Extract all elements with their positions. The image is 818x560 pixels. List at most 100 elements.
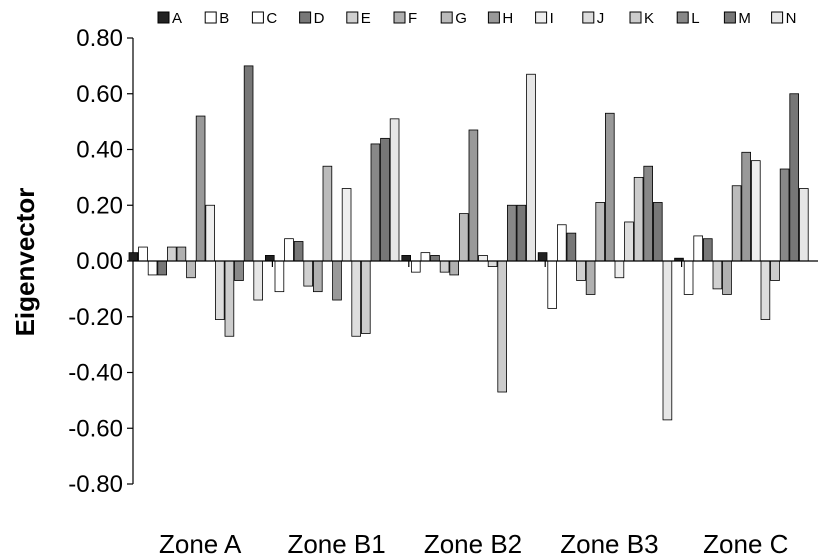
bar-j-zone-c: [760, 260, 771, 320]
bar-h-zone-c: [741, 151, 751, 262]
bar-e-zone-a: [166, 246, 177, 262]
bar-h-zone-b1: [332, 260, 342, 301]
y-tick-label: 0.40: [76, 137, 123, 164]
bar-d-zone-a: [157, 260, 168, 276]
x-axis: Zone A Zone B1 Zone B2 Zone B3 Zone C: [133, 260, 818, 559]
legend-label-n: N: [786, 10, 797, 27]
bar-k-zone-b3: [633, 176, 644, 262]
legend-swatch-k: [629, 11, 642, 24]
bar-n-zone-b1: [389, 118, 400, 262]
y-axis: 0.80 0.60 0.40 0.20 0.00 -0.20 -0.40 -0.60 -0.80: [68, 25, 134, 498]
legend-label-c: C: [266, 10, 277, 27]
y-tick-label: 0.80: [76, 25, 123, 52]
bar-i-zone-b3: [614, 260, 625, 279]
legend-swatch-m: [723, 11, 736, 24]
bar-c-zone-a: [147, 260, 158, 276]
legend-swatch-a: [157, 11, 170, 24]
bar-m-zone-a: [243, 65, 254, 262]
bar-i-zone-a: [205, 204, 216, 262]
legend-swatch-n: [771, 11, 784, 24]
bar-d-zone-b1: [293, 241, 304, 262]
legend-swatch-e: [346, 11, 359, 24]
bar-b-zone-b3: [547, 260, 557, 309]
bar-f-zone-c: [722, 260, 732, 295]
legend-label-k: K: [644, 10, 654, 27]
bar-c-zone-b1: [284, 238, 294, 262]
legend-label-a: A: [172, 10, 182, 27]
bar-a-zone-a: [128, 252, 139, 262]
bar-k-zone-c: [770, 260, 780, 281]
legend-label-i: I: [550, 10, 554, 27]
bar-e-zone-b2: [439, 260, 450, 273]
bar-d-zone-b3: [566, 232, 577, 262]
y-tick-label: 0.20: [76, 192, 123, 219]
bar-g-zone-b1: [322, 165, 333, 262]
y-tick-label: -0.80: [68, 471, 123, 498]
bar-i-zone-b1: [341, 188, 352, 262]
legend-swatch-j: [582, 11, 595, 24]
bar-f-zone-b1: [312, 260, 323, 293]
legend-swatch-d: [299, 11, 312, 24]
bar-m-zone-b3: [653, 202, 663, 262]
legend-label-e: E: [361, 10, 371, 27]
legend-swatch-g: [440, 11, 453, 24]
bar-l-zone-b2: [506, 204, 517, 262]
bar-b-zone-b2: [410, 260, 421, 273]
legend-swatch-i: [535, 11, 548, 24]
bar-b-zone-a: [138, 246, 148, 262]
bar-h-zone-b2: [468, 129, 479, 262]
bar-i-zone-b2: [478, 255, 488, 262]
bar-l-zone-a: [234, 260, 244, 281]
x-category-label: Zone B3: [560, 529, 658, 559]
y-tick-label: 0.00: [76, 248, 123, 275]
bar-m-zone-b2: [516, 204, 527, 262]
bar-f-zone-b3: [585, 260, 596, 295]
legend-label-f: F: [408, 10, 417, 27]
bar-c-zone-b2: [420, 252, 431, 262]
legend: A B C D E F G H I J K L M N: [157, 10, 797, 27]
bars: [128, 65, 809, 421]
y-tick-label: 0.60: [76, 81, 123, 108]
legend-label-h: H: [502, 10, 513, 27]
bar-n-zone-c: [799, 188, 809, 262]
bar-m-zone-c: [789, 93, 799, 262]
bar-n-zone-a: [253, 260, 264, 301]
bar-l-zone-b1: [370, 143, 381, 262]
x-category-label: Zone B1: [287, 529, 385, 559]
legend-label-g: G: [455, 10, 467, 27]
bar-b-zone-c: [683, 260, 694, 295]
legend-label-m: M: [738, 10, 751, 27]
bar-k-zone-b1: [360, 260, 371, 334]
bar-j-zone-b3: [624, 221, 634, 262]
y-axis-label: Eigenvector: [10, 188, 40, 337]
bar-h-zone-a: [195, 115, 206, 262]
y-tick-label: -0.60: [68, 415, 123, 442]
legend-label-d: D: [314, 10, 325, 27]
bar-d-zone-c: [703, 238, 713, 262]
legend-label-b: B: [219, 10, 229, 27]
bar-j-zone-b2: [487, 260, 498, 267]
bar-g-zone-c: [731, 185, 742, 262]
bar-e-zone-c: [712, 260, 723, 290]
bar-k-zone-a: [224, 260, 235, 337]
x-category-label: Zone A: [159, 529, 242, 559]
bar-m-zone-b1: [380, 137, 390, 262]
legend-swatch-b: [204, 11, 217, 24]
x-category-label: Zone B2: [424, 529, 522, 559]
bar-a-zone-b1: [264, 255, 275, 262]
x-category-label: Zone C: [703, 529, 788, 559]
bar-g-zone-b2: [458, 213, 469, 262]
bar-f-zone-a: [176, 246, 187, 262]
bar-b-zone-b1: [274, 260, 285, 293]
bar-c-zone-c: [693, 235, 703, 262]
bar-g-zone-b3: [595, 202, 605, 262]
bar-h-zone-b3: [605, 112, 615, 262]
bar-l-zone-c: [779, 168, 790, 262]
bar-j-zone-a: [214, 260, 225, 320]
bar-f-zone-b2: [449, 260, 459, 276]
legend-swatch-f: [393, 11, 406, 24]
bar-e-zone-b1: [303, 260, 313, 287]
bar-g-zone-a: [186, 260, 196, 279]
